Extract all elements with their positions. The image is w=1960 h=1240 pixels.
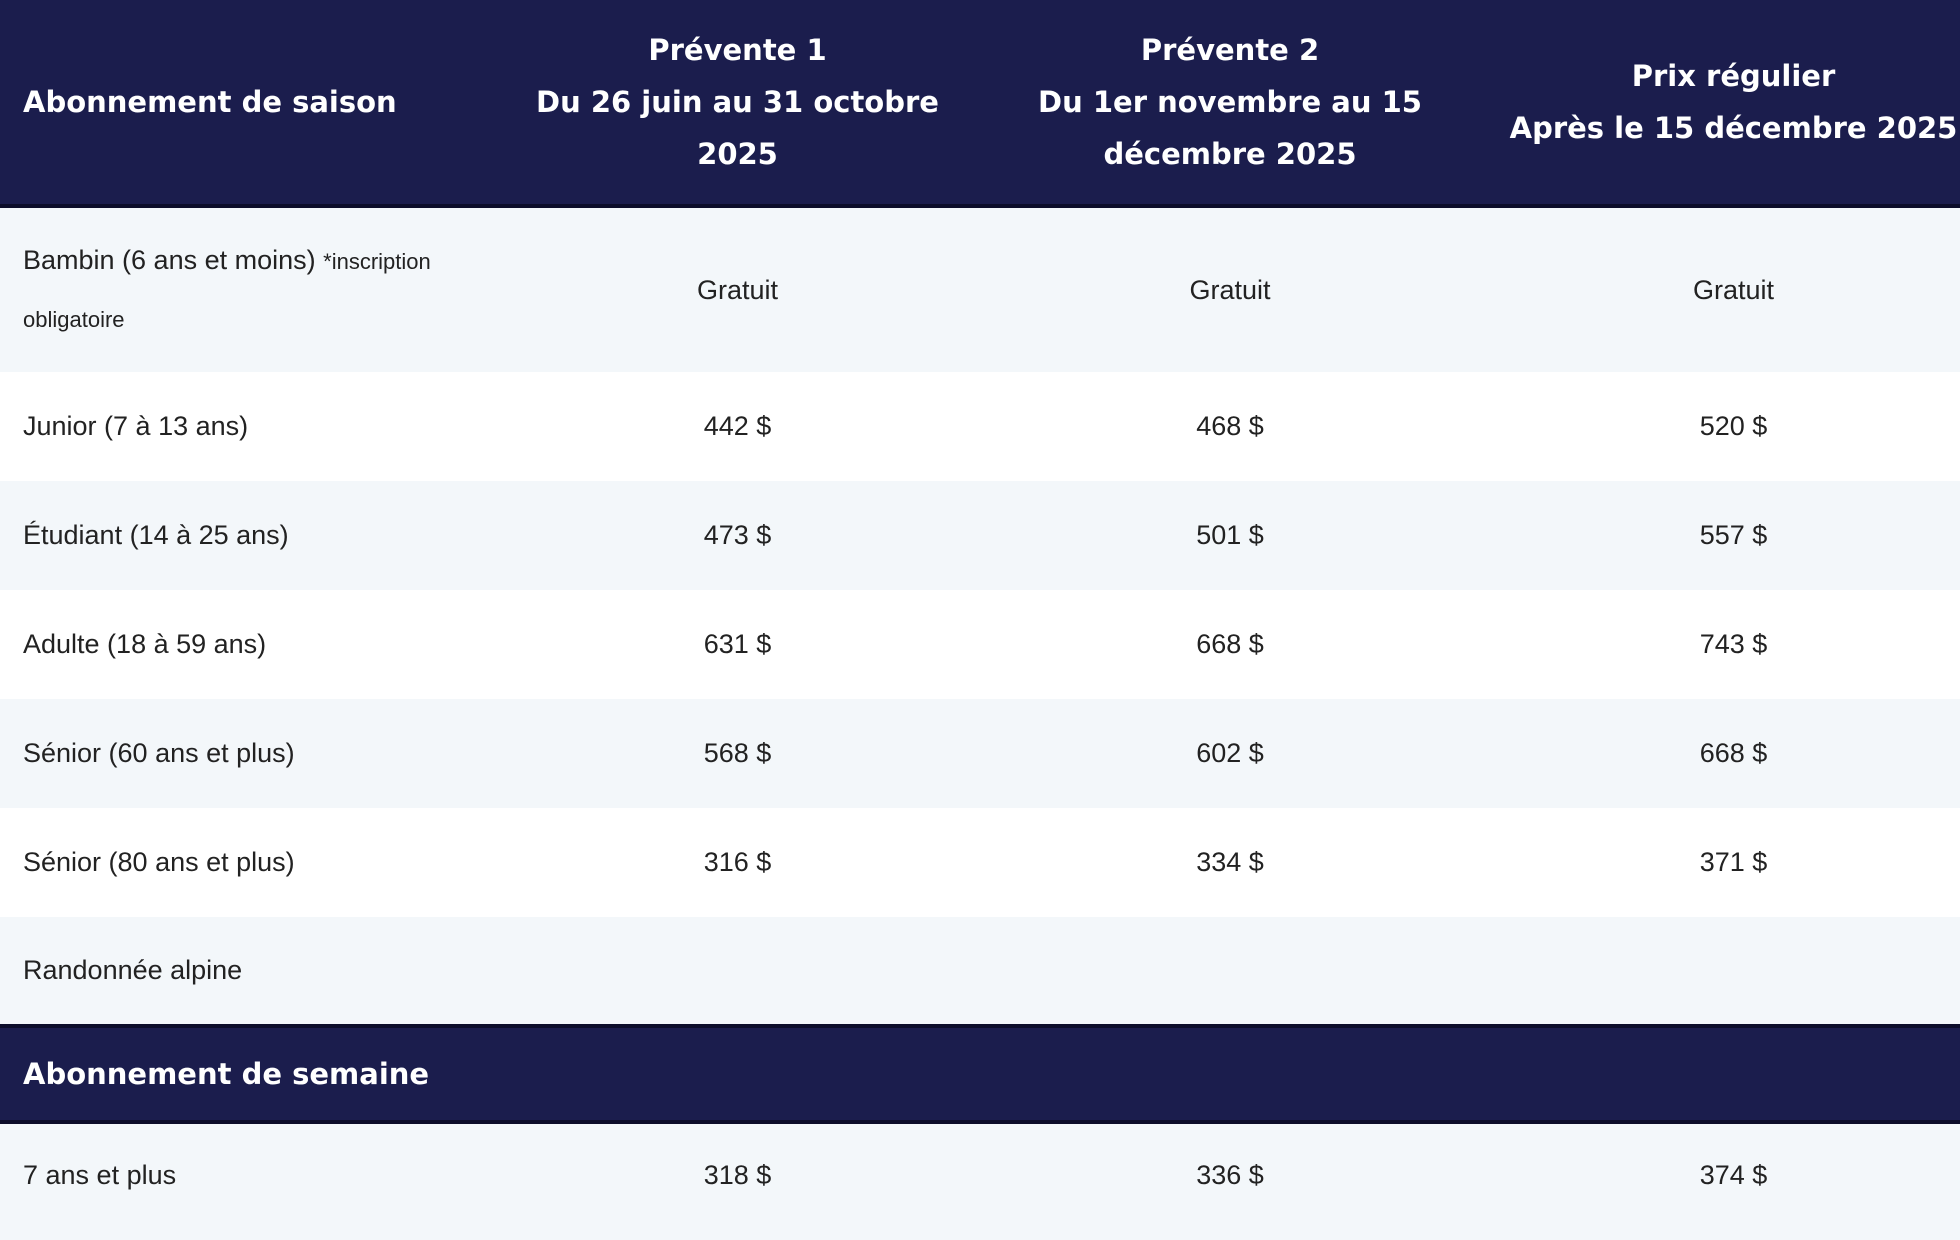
header-presale-2-title: Prévente 2 [1140,33,1320,67]
row-label: Sénior (60 ans et plus) [23,738,295,768]
table-row-senior-80: Sénior (80 ans et plus) 316 $ 334 $ 371 … [0,808,1960,917]
table-row-senior-60: Sénior (60 ans et plus) 568 $ 602 $ 668 … [0,699,1960,808]
table-row-etudiant: Étudiant (14 à 25 ans) 473 $ 501 $ 557 $ [0,481,1960,590]
price-presale-2: 336 $ [1196,1160,1264,1190]
price-presale-2: Gratuit [1189,274,1271,305]
price-presale-1: 631 $ [703,629,772,659]
header-regular-title: Prix régulier [1631,59,1836,93]
bambin-label-wrap: Bambin (6 ans et moins) *inscription obl… [23,232,522,348]
price-regular [1507,917,1960,1026]
row-label: Junior (7 à 13 ans) [23,411,249,441]
row-note: *inscription obligatoire [23,249,431,332]
header-presale-1: Prévente 1 Du 26 juin au 31 octobre 2025 [522,0,953,208]
table-header-row: Abonnement de saison Prévente 1 Du 26 ju… [0,0,1960,208]
section-title: Abonnement de semaine [0,1024,1960,1124]
table-row-7-plus: 7 ans et plus 318 $ 336 $ 374 $ [0,1122,1960,1240]
price-presale-1: 318 $ [703,1160,772,1190]
price-presale-2: 468 $ [1196,411,1264,441]
row-label: Randonnée alpine [23,955,243,985]
price-regular: Gratuit [1692,274,1775,305]
header-presale-1-title: Prévente 1 [648,33,827,67]
price-presale-2 [953,917,1507,1026]
row-label: Adulte (18 à 59 ans) [23,629,267,659]
header-regular-price: Prix régulier Après le 15 décembre 2025 [1507,0,1960,208]
price-presale-1 [522,917,953,1026]
header-season-pass: Abonnement de saison [0,0,522,208]
price-presale-2: 501 $ [1196,520,1264,550]
header-presale-2-year: décembre 2025 [1103,137,1357,171]
price-regular: 520 $ [1699,411,1768,441]
header-regular-dates: Après le 15 décembre 2025 [1509,111,1958,145]
row-label: Étudiant (14 à 25 ans) [23,520,289,550]
price-presale-2: 668 $ [1196,629,1264,659]
table-row-randonnee: Randonnée alpine [0,917,1960,1026]
price-regular: 668 $ [1699,738,1768,768]
row-label: Bambin (6 ans et moins) *inscription obl… [0,206,522,372]
table-row-bambin: Bambin (6 ans et moins) *inscription obl… [0,206,1960,372]
row-label-text: Bambin (6 ans et moins) [23,245,316,275]
row-label: 7 ans et plus [23,1160,177,1190]
price-presale-2: 334 $ [1196,847,1264,877]
price-presale-1: 316 $ [703,847,772,877]
table-row-junior: Junior (7 à 13 ans) 442 $ 468 $ 520 $ [0,372,1960,481]
price-presale-1: 568 $ [703,738,772,768]
price-presale-2: 602 $ [1196,738,1264,768]
header-presale-2: Prévente 2 Du 1er novembre au 15 décembr… [953,0,1507,208]
price-regular: 743 $ [1699,629,1768,659]
price-regular: 374 $ [1699,1160,1768,1190]
table-row-adulte: Adulte (18 à 59 ans) 631 $ 668 $ 743 $ [0,590,1960,699]
price-regular: 557 $ [1699,520,1768,550]
price-presale-1: 473 $ [703,520,772,550]
header-presale-2-dates: Du 1er novembre au 15 [1038,85,1422,119]
price-regular: 371 $ [1699,847,1768,877]
header-presale-1-dates: Du 26 juin au 31 octobre [536,85,939,119]
section-header-week-pass: Abonnement de semaine [0,1024,1960,1124]
price-presale-1: Gratuit [696,274,779,305]
price-presale-1: 442 $ [703,411,772,441]
header-presale-1-year: 2025 [697,137,778,171]
row-label: Sénior (80 ans et plus) [23,847,295,877]
